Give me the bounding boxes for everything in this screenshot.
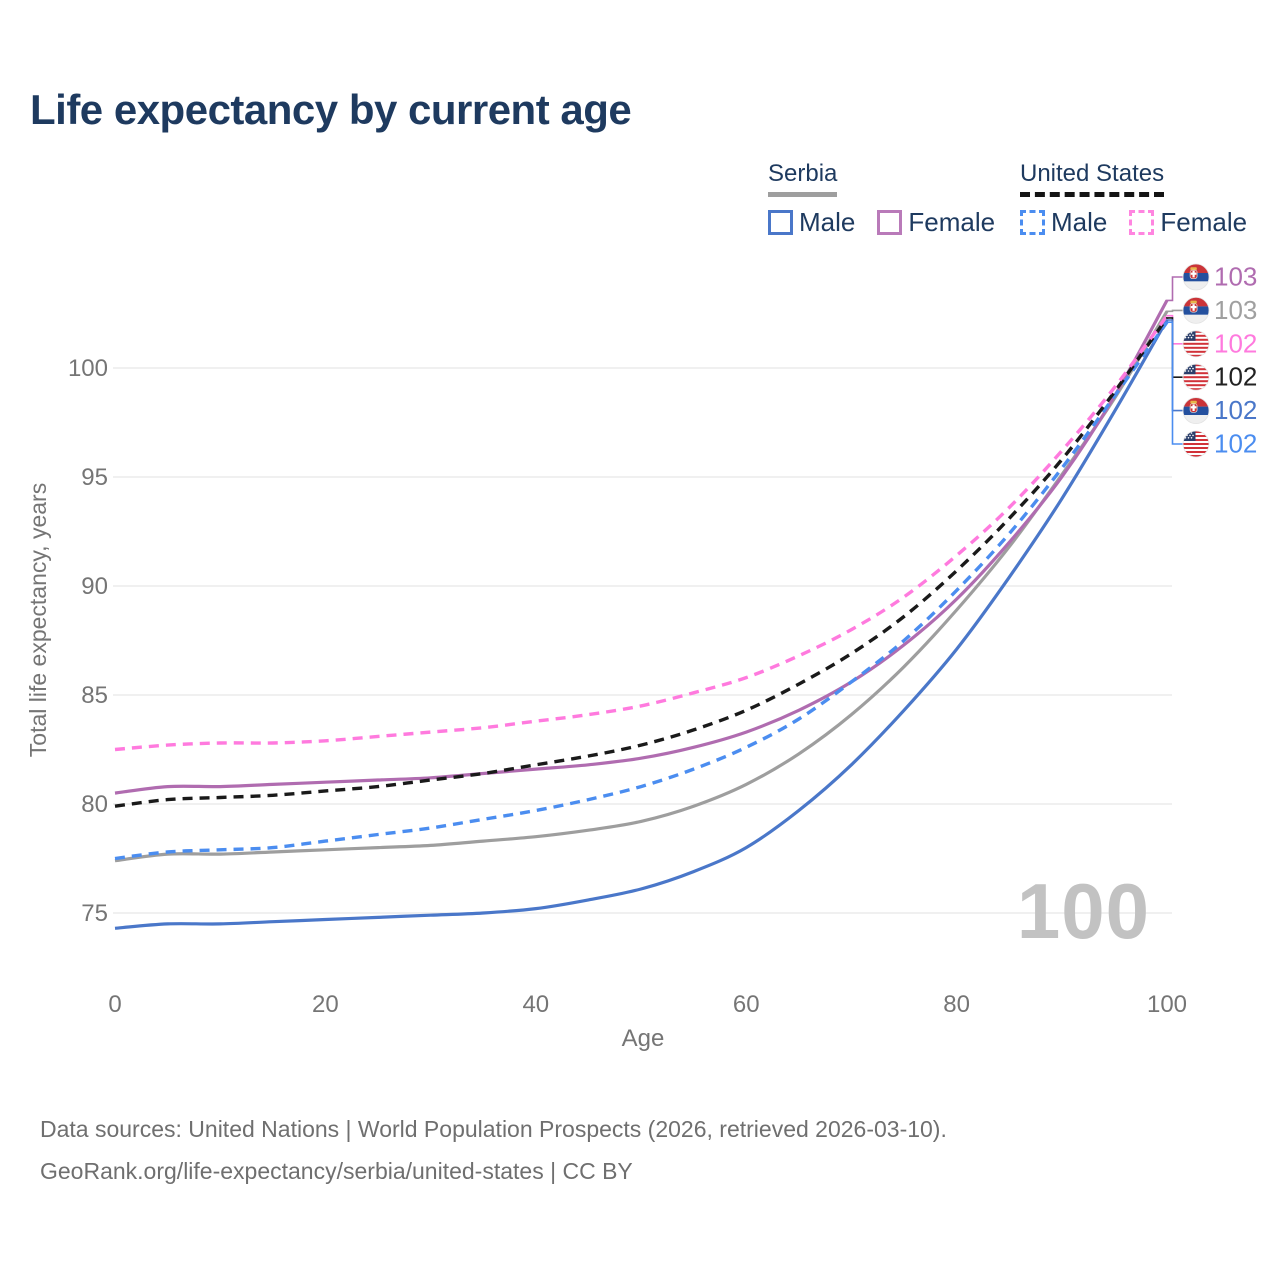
y-tick-90: 90 (81, 573, 108, 600)
x-axis-title: Age (622, 1025, 665, 1052)
series-lines (114, 299, 1169, 930)
legend-group-united-states: United States Male Female (1020, 160, 1263, 238)
series-line-us_t (114, 316, 1169, 808)
legend-swatch-us-male[interactable] (1020, 210, 1045, 235)
x-tick-40: 40 (522, 991, 549, 1018)
leader-line-us_m (1166, 321, 1183, 445)
end-value-label-srb_f: 103 (1214, 262, 1257, 292)
end-value-label-us_t: 102 (1214, 362, 1257, 392)
legend-label-us-male[interactable]: Male (1051, 207, 1108, 237)
flag-icon-us-us_t (1183, 364, 1209, 390)
end-value-label-srb_t: 103 (1214, 295, 1257, 325)
x-tick-20: 20 (312, 991, 339, 1018)
y-tick-75: 75 (81, 900, 108, 927)
axes: 75 80 85 90 95 100 0 20 40 60 80 100 Age Total life e… (25, 355, 1187, 1052)
age-watermark: 100 (1016, 867, 1150, 955)
end-value-label-us_f: 102 (1214, 328, 1257, 358)
flag-icon-rs-srb_f (1183, 264, 1209, 290)
y-tick-85: 85 (81, 682, 108, 709)
flag-icon-rs-srb_m (1183, 398, 1209, 424)
x-tick-80: 80 (943, 991, 970, 1018)
legend-swatch-serbia-female[interactable] (877, 210, 903, 235)
legend-swatch-serbia-male[interactable] (768, 210, 793, 235)
legend-united-states-title[interactable]: United States (1020, 160, 1165, 197)
legend-label-serbia-male[interactable]: Male (799, 207, 856, 237)
legend-serbia-title[interactable]: Serbia (768, 160, 838, 197)
series-line-srb_f (114, 299, 1169, 795)
leader-line-srb_t (1166, 309, 1183, 313)
leader-line-srb_m (1166, 319, 1183, 412)
series-line-us_m (114, 321, 1169, 861)
y-tick-100: 100 (68, 355, 108, 382)
legend-label-serbia-female[interactable]: Female (908, 207, 996, 237)
x-tick-0: 0 (108, 991, 121, 1018)
x-tick-60: 60 (733, 991, 760, 1018)
y-axis-title: Total life expectancy, years (25, 483, 51, 757)
series-line-us_f (114, 314, 1169, 752)
flag-icon-us-us_f (1183, 331, 1209, 357)
gridlines (113, 367, 1172, 914)
footer: Data sources: United Nations | World Pop… (40, 1108, 947, 1192)
leader-line-srb_f (1166, 276, 1183, 302)
end-value-label-us_m: 102 (1214, 429, 1257, 459)
y-tick-95: 95 (81, 464, 108, 491)
legend-label-us-female[interactable]: Female (1160, 207, 1248, 237)
legend-group-serbia: Serbia Male Female (768, 160, 1011, 238)
series-line-srb_m (114, 319, 1169, 930)
footer-attribution: GeoRank.org/life-expectancy/serbia/unite… (40, 1158, 633, 1184)
x-tick-100: 100 (1147, 991, 1187, 1018)
legend-swatch-us-female[interactable] (1129, 210, 1155, 235)
end-value-label-srb_m: 102 (1214, 395, 1257, 425)
footer-data-sources: Data sources: United Nations | World Pop… (40, 1116, 947, 1142)
flag-icon-rs-srb_t (1183, 297, 1209, 323)
page-title: Life expectancy by current age (30, 86, 632, 133)
flag-icon-us-us_m (1183, 431, 1209, 457)
y-tick-80: 80 (81, 791, 108, 818)
series-line-srb_t (114, 310, 1169, 863)
